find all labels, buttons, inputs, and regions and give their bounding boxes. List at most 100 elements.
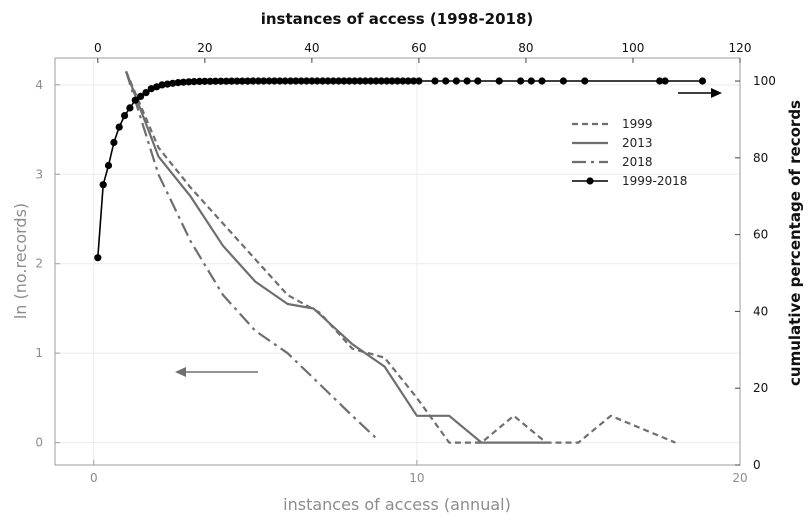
data-point-1999-2018 — [179, 78, 187, 86]
data-point-1999-2018 — [249, 77, 257, 85]
data-point-1999-2018 — [228, 77, 236, 85]
data-point-1999-2018 — [201, 77, 209, 85]
y-tick-label: 2 — [35, 257, 43, 271]
data-point-1999-2018 — [185, 78, 193, 86]
data-point-1999-2018 — [238, 77, 246, 85]
data-point-1999-2018 — [292, 77, 300, 85]
data-point-1999-2018 — [147, 85, 155, 93]
data-point-1999-2018 — [217, 77, 225, 85]
series-line-2018 — [125, 71, 379, 441]
x-tick-label: 10 — [409, 471, 424, 485]
data-point-1999-2018 — [233, 77, 241, 85]
data-point-1999-2018 — [404, 77, 412, 85]
data-point-1999-2018 — [495, 77, 503, 85]
data-point-1999-2018 — [222, 77, 230, 85]
legend: 1999 2013 2018 1999-2018 — [572, 117, 687, 188]
legend-label-2018: 2018 — [622, 155, 653, 169]
data-point-1999-2018 — [656, 77, 664, 85]
y2-tick-label: 100 — [753, 74, 776, 88]
y2-tick-label: 20 — [753, 381, 768, 395]
y-tick-label: 0 — [35, 436, 43, 450]
series-line-2013 — [125, 71, 547, 444]
y2-tick-label: 40 — [753, 304, 768, 318]
data-point-1999-2018 — [410, 77, 418, 85]
data-point-1999-2018 — [329, 77, 337, 85]
data-point-1999-2018 — [383, 77, 391, 85]
axis-arrows — [175, 88, 722, 377]
data-point-1999-2018 — [463, 77, 471, 85]
x-tick-label: 0 — [90, 471, 98, 485]
data-point-1999-2018 — [110, 138, 118, 147]
data-point-1999-2018 — [313, 77, 321, 85]
data-point-1999-2018 — [698, 77, 707, 85]
data-point-1999-2018 — [126, 104, 134, 112]
data-point-1999-2018 — [324, 77, 332, 85]
data-point-1999-2018 — [399, 77, 407, 85]
series-line-1999 — [125, 70, 676, 444]
x2-tick-label: 40 — [304, 41, 319, 55]
y2-axis-title: cumulative percentage of records — [786, 100, 804, 386]
data-point-1999-2018 — [361, 77, 369, 85]
data-point-1999-2018 — [302, 77, 311, 85]
data-point-1999-2018 — [131, 96, 139, 104]
data-point-1999-2018 — [99, 181, 107, 189]
legend-label-1999-2018: 1999-2018 — [622, 174, 687, 188]
x2-tick-label: 60 — [411, 41, 426, 55]
data-point-1999-2018 — [137, 92, 145, 100]
data-point-1999-2018 — [527, 77, 535, 85]
x2-tick-label: 100 — [622, 41, 645, 55]
data-point-1999-2018 — [474, 77, 482, 85]
data-point-1999-2018 — [367, 77, 375, 85]
plot-frame — [54, 57, 741, 466]
data-point-1999-2018 — [286, 77, 295, 85]
data-point-1999-2018 — [393, 77, 402, 85]
data-point-1999-2018 — [431, 77, 439, 85]
y-axis-title: ln (no.records) — [11, 203, 30, 319]
data-point-1999-2018 — [260, 77, 268, 85]
data-point-1999-2018 — [211, 77, 220, 85]
data-point-1999-2018 — [559, 77, 568, 85]
data-point-1999-2018 — [452, 77, 460, 85]
data-point-1999-2018 — [297, 77, 305, 85]
data-point-1999-2018 — [195, 77, 204, 85]
data-point-1999-2018 — [276, 77, 284, 85]
y2-tick-label: 60 — [753, 228, 768, 242]
x-axis-title: instances of access (annual) — [283, 495, 511, 514]
data-point-1999-2018 — [340, 77, 348, 85]
data-point-1999-2018 — [442, 77, 450, 85]
data-point-1999-2018 — [319, 77, 327, 85]
data-point-1999-2018 — [115, 123, 123, 131]
legend-label-2013: 2013 — [622, 136, 653, 150]
data-point-1999-2018 — [254, 77, 262, 85]
data-point-1999-2018 — [581, 77, 589, 85]
data-point-1999-2018 — [356, 77, 364, 85]
y2-tick-label: 80 — [753, 151, 768, 165]
x2-tick-label: 80 — [518, 41, 533, 55]
data-point-1999-2018 — [265, 77, 273, 85]
data-point-1999-2018 — [388, 77, 396, 85]
data-point-1999-2018 — [308, 77, 316, 85]
y2-tick-label: 0 — [753, 458, 761, 472]
data-point-1999-2018 — [244, 77, 252, 85]
data-point-1999-2018 — [206, 77, 214, 85]
data-point-1999-2018 — [158, 81, 166, 89]
y-tick-label: 1 — [35, 346, 43, 360]
x2-tick-label: 0 — [94, 41, 102, 55]
data-point-1999-2018 — [661, 77, 669, 85]
data-point-1999-2018 — [142, 89, 150, 97]
plot-background — [55, 58, 740, 465]
data-point-1999-2018 — [190, 78, 198, 86]
y-tick-label: 4 — [35, 78, 43, 92]
data-point-1999-2018 — [377, 77, 385, 85]
data-point-1999-2018 — [270, 77, 278, 85]
arrow-left-head — [175, 367, 186, 377]
data-point-1999-2018 — [415, 77, 423, 85]
x2-tick-label: 20 — [197, 41, 212, 55]
data-point-1999-2018 — [351, 77, 359, 85]
data-point-1999-2018 — [517, 77, 525, 85]
data-point-1999-2018 — [94, 254, 102, 262]
data-point-1999-2018 — [345, 77, 353, 85]
x2-tick-label: 120 — [729, 41, 752, 55]
